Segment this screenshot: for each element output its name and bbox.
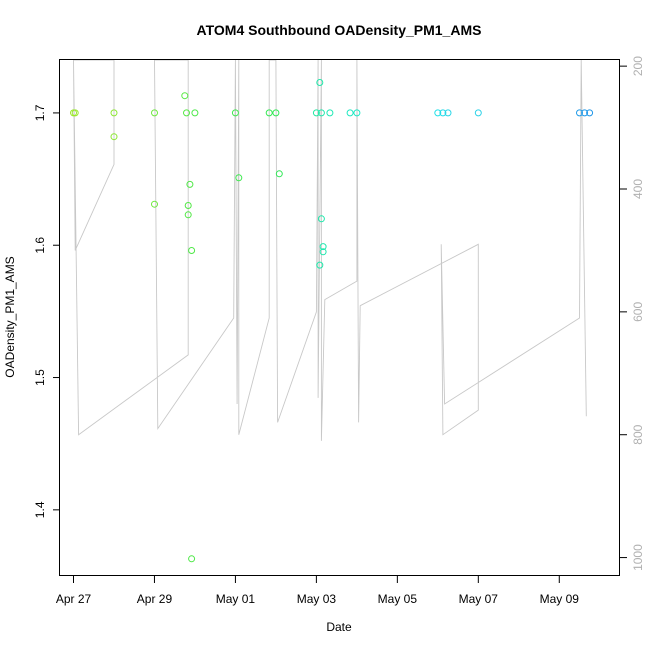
x-axis: Apr 27 Apr 29 May 01 May 03 May 05 May 07 May … [56,576,579,606]
x-tick-label-2: May 01 [216,592,256,606]
x-tick-label-0: Apr 27 [56,592,92,606]
y-tick-label-3: 1.7 [33,104,47,121]
data-point-15 [235,174,243,182]
plot-inner [70,60,594,563]
data-point-6 [181,92,189,100]
data-point-29 [434,109,442,117]
y2-tick-label-1: 400 [631,179,645,199]
data-point-11 [188,247,196,254]
plot-area [70,60,594,563]
y-axis-label: OADensity_PM1_AMS [3,256,17,377]
data-point-23 [319,243,327,251]
data-point-35 [586,109,594,117]
x-tick-label-5: May 07 [459,592,499,606]
plot-frame [59,59,620,576]
data-point-5 [151,200,158,208]
x-tick-label-1: Apr 29 [137,592,173,606]
y2-tick-label-2: 600 [631,302,645,322]
data-point-21 [317,109,325,117]
y2-tick-label-4: 1000 [631,544,645,571]
y2-tick-label-0: 200 [631,56,645,76]
data-point-32 [474,109,482,117]
data-point-2 [110,109,118,117]
data-point-16 [265,109,273,117]
x-tick-label-4: May 05 [378,592,418,606]
x-axis-label: Date [326,620,352,634]
y-tick-label-2: 1.6 [33,237,47,254]
data-point-17 [272,109,280,117]
data-point-18 [275,170,283,178]
y-axis: 1.4 1.5 1.6 1.7 [33,104,60,518]
data-point-8 [184,202,192,209]
data-point-30 [439,109,447,117]
data-point-13 [191,109,199,117]
secondary-series-line [73,60,587,441]
data-point-19 [312,109,320,117]
data-point-31 [444,109,452,117]
data-point-4 [151,109,158,117]
data-point-27 [346,109,354,117]
x-tick-label-3: May 03 [297,592,337,606]
y-tick-label-0: 1.4 [33,501,47,518]
y2-axis: 200 400 600 800 1000 [620,56,645,571]
data-point-1 [71,109,79,117]
data-point-33 [576,109,583,117]
data-point-25 [316,261,324,269]
data-point-28 [353,109,361,117]
data-point-26 [326,109,334,117]
data-point-7 [183,109,190,117]
chart-title: ATOM4 Southbound OADensity_PM1_AMS [197,22,482,38]
data-point-20 [316,79,324,86]
data-point-10 [186,180,194,188]
data-point-14 [231,109,239,117]
data-point-3 [110,133,118,141]
data-point-9 [184,211,192,219]
data-point-24 [319,248,327,256]
x-tick-label-6: May 09 [540,592,580,606]
y2-tick-label-3: 800 [631,424,645,444]
data-point-12 [188,555,196,563]
y-tick-label-1: 1.5 [33,369,47,386]
data-point-22 [317,215,325,223]
data-point-34 [581,109,589,117]
